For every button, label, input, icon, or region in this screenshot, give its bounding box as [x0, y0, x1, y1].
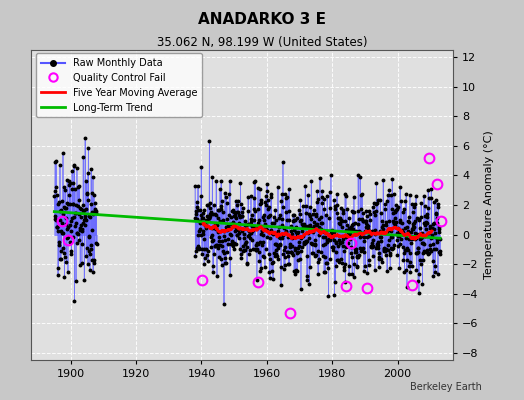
Y-axis label: Temperature Anomaly (°C): Temperature Anomaly (°C)	[484, 131, 494, 279]
Text: ANADARKO 3 E: ANADARKO 3 E	[198, 12, 326, 27]
Text: 35.062 N, 98.199 W (United States): 35.062 N, 98.199 W (United States)	[157, 36, 367, 49]
Legend: Raw Monthly Data, Quality Control Fail, Five Year Moving Average, Long-Term Tren: Raw Monthly Data, Quality Control Fail, …	[36, 53, 202, 118]
Text: Berkeley Earth: Berkeley Earth	[410, 382, 482, 392]
